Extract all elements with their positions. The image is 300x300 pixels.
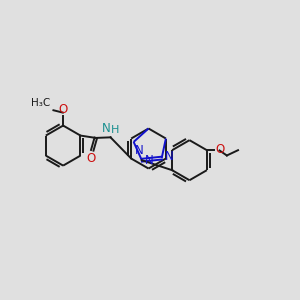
Text: N: N [135, 144, 144, 157]
Text: O: O [58, 103, 68, 116]
Text: O: O [86, 152, 96, 165]
Text: N: N [145, 154, 154, 167]
Text: H₃C: H₃C [31, 98, 50, 109]
Text: O: O [216, 143, 225, 156]
Text: N: N [165, 150, 173, 164]
Text: N: N [101, 122, 110, 135]
Text: H: H [111, 125, 119, 135]
